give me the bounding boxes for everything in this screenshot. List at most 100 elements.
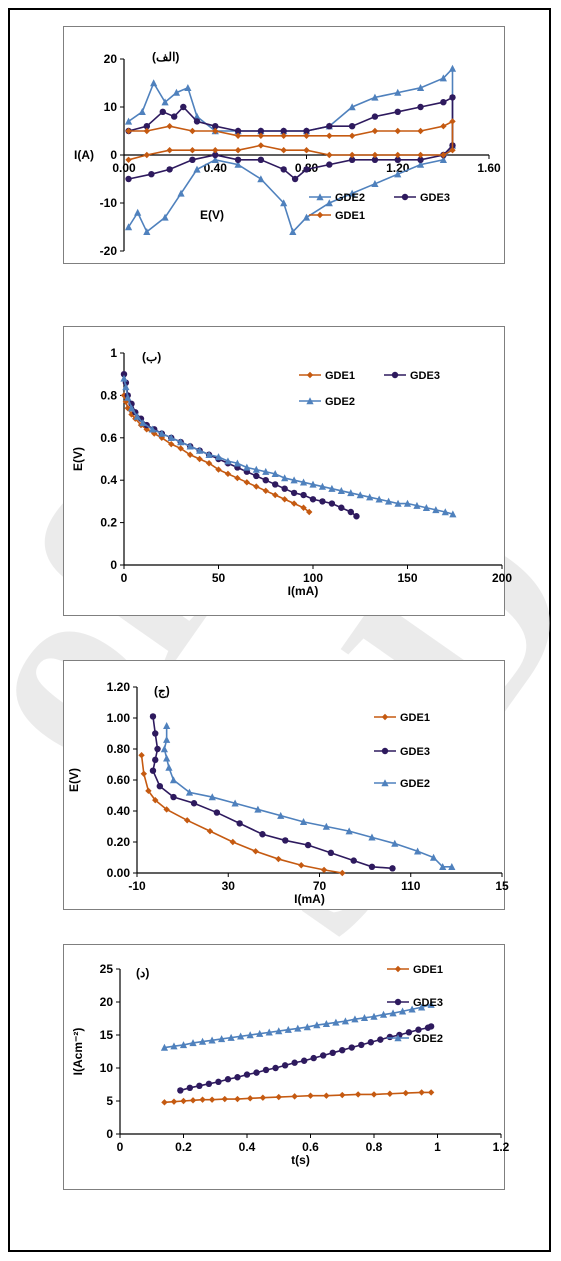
chart2-data-point xyxy=(122,398,130,405)
chart1-y-tick-label: 20 xyxy=(104,52,118,66)
chart1-legend-marker xyxy=(316,193,324,201)
chart3-data-point xyxy=(320,866,328,874)
chart2-data-point xyxy=(196,446,204,454)
chart2-data-point xyxy=(385,497,393,505)
chart2-legend-marker xyxy=(306,371,314,379)
chart4-data-point xyxy=(351,1015,359,1023)
chart1-data-point xyxy=(172,88,181,96)
chart4-y-tick-label: 5 xyxy=(106,1094,113,1108)
chart1-data-point xyxy=(371,156,379,163)
chart2-y-tick-label: 0.2 xyxy=(100,516,117,530)
chart4-data-point xyxy=(398,1007,407,1015)
chart1-data-point xyxy=(177,189,185,197)
chart1-data-point xyxy=(348,156,356,163)
chart2-data-point xyxy=(205,460,213,467)
chart2-data-point xyxy=(124,393,132,401)
chart1-data-point xyxy=(348,151,356,159)
chart1-y-tick-label: 10 xyxy=(104,100,118,114)
chart4-x-tick-label: 0.6 xyxy=(302,1140,319,1154)
chart3-data-point xyxy=(149,713,157,720)
chart1-legend-label: GDE1 xyxy=(335,210,365,222)
chart1-data-point xyxy=(189,147,196,154)
chart4-legend-marker xyxy=(394,998,402,1006)
chart4-data-point xyxy=(243,1071,251,1078)
chart1-data-point xyxy=(440,99,447,106)
chart4-data-point xyxy=(313,1021,321,1029)
chart3-data-point xyxy=(322,822,330,830)
chart4-data-point xyxy=(253,1069,260,1076)
chart4-data-point xyxy=(418,1089,425,1096)
chart4-y-tick-label: 25 xyxy=(100,962,114,976)
chart3-data-point xyxy=(368,833,376,841)
chart2-data-point xyxy=(122,383,130,391)
chart1-data-point xyxy=(303,147,310,154)
chart4-series-gde3 xyxy=(177,1023,435,1094)
chart2-data-point xyxy=(318,482,327,490)
chart2-data-point xyxy=(205,450,213,458)
chart3-y-tick-label: 0.40 xyxy=(107,804,131,818)
chart1-data-point xyxy=(325,199,333,207)
chart3-data-point xyxy=(152,730,159,737)
chart4-data-point xyxy=(218,1035,226,1043)
chart2-data-point xyxy=(290,500,298,507)
chart4-data-point xyxy=(341,1017,350,1025)
chart3-legend-marker xyxy=(381,747,389,755)
chart4-data-point xyxy=(408,1005,416,1013)
chart1-x-tick-label: 0.00 xyxy=(112,161,136,175)
chart3-panel-label: (ج) xyxy=(154,684,170,699)
chart2-data-point xyxy=(290,489,298,497)
chart1-data-point xyxy=(371,180,379,187)
chart4-data-point xyxy=(322,1019,330,1027)
chart4-data-point xyxy=(234,1095,241,1103)
chart4-data-point xyxy=(227,1033,235,1041)
chart3-data-point xyxy=(298,862,305,869)
chart4-data-point xyxy=(303,1023,311,1031)
chart1-data-point xyxy=(184,84,192,91)
chart2-data-point xyxy=(403,499,412,507)
chart3-legend-label: GDE2 xyxy=(400,778,430,790)
chart2-data-point xyxy=(309,480,317,488)
chart1-data-point xyxy=(170,113,178,120)
chart3-data-point xyxy=(163,754,171,762)
chart2-data-point xyxy=(299,478,308,486)
chart1-data-point xyxy=(394,127,401,135)
chart3-data-point xyxy=(156,783,164,790)
chart4-y-axis-label: I(Acm⁻²) xyxy=(71,1028,85,1076)
chart3-data-point xyxy=(154,745,161,753)
chart2-legend-item-gde2: GDE2 xyxy=(299,396,355,408)
chart2-data-point xyxy=(128,411,135,418)
chart4-data-point xyxy=(415,1026,422,1033)
chart3-data-point xyxy=(185,788,194,796)
chart1-data-point xyxy=(417,156,424,163)
chart1-data-point xyxy=(417,127,424,135)
chart3-legend-item-gde2: GDE2 xyxy=(374,778,430,790)
chart4-x-axis-label: t(s) xyxy=(291,1153,310,1167)
chart4-data-point xyxy=(370,1091,378,1098)
chart3-data-point xyxy=(391,839,399,847)
chart4-data-point xyxy=(291,1059,298,1066)
chart2-data-point xyxy=(233,459,241,467)
chart4-data-point xyxy=(281,1062,289,1069)
chart1-legend-marker xyxy=(401,193,409,201)
chart4-data-point xyxy=(323,1092,330,1099)
chart3-data-point xyxy=(368,863,376,870)
chart1-data-point xyxy=(326,151,333,159)
chart1-data-point xyxy=(124,117,133,125)
chart2-series-gde1 xyxy=(120,392,313,516)
chart1-series-gde1 xyxy=(125,118,456,163)
chart3-x-tick-label: -10 xyxy=(128,879,146,893)
chart4-legend-label: GDE2 xyxy=(413,1033,443,1045)
chart4-y-tick-label: 15 xyxy=(100,1028,114,1042)
chart4-data-point xyxy=(170,1042,178,1050)
chart1-data-point xyxy=(166,147,173,154)
chart4-legend-label: GDE1 xyxy=(413,964,443,976)
chart4-data-point xyxy=(389,1009,397,1017)
chart4-data-point xyxy=(246,1095,254,1102)
chart2-panel-label: (ب) xyxy=(142,350,161,364)
chart4-data-point xyxy=(177,1087,184,1094)
chart3-data-point xyxy=(208,793,216,801)
chart2-data-point xyxy=(272,491,279,499)
chart4-data-point xyxy=(234,1074,241,1081)
chart2-data-point xyxy=(215,466,222,473)
chart3-data-point xyxy=(190,800,198,807)
